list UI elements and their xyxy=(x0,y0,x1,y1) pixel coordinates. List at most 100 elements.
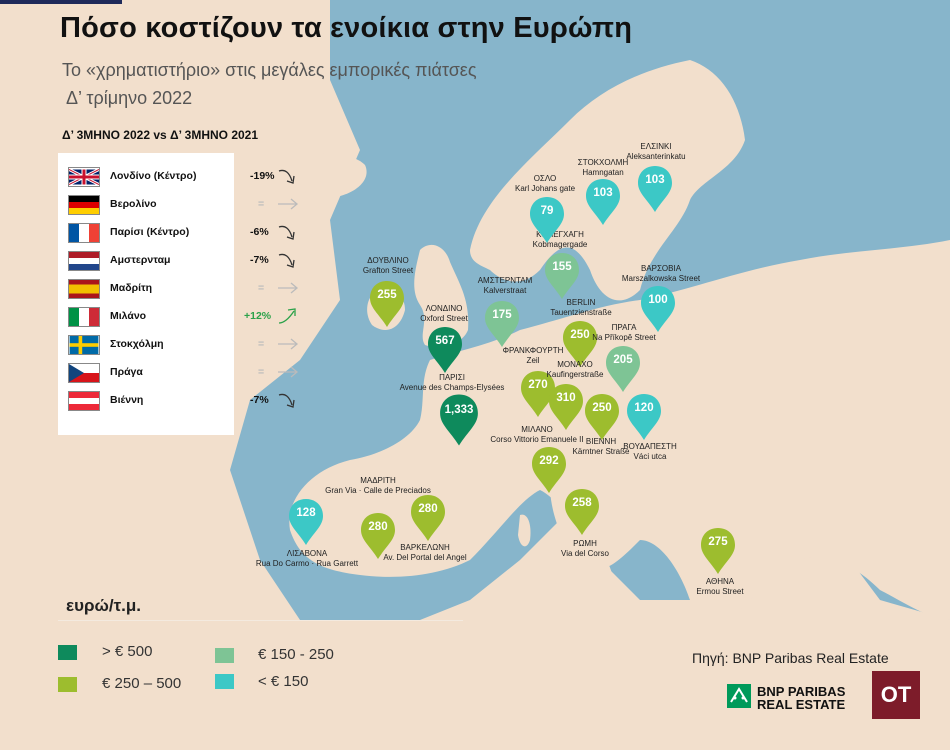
map-marker-dublin[interactable]: 255 xyxy=(369,280,405,328)
marker-city: ΑΜΣΤΕΡΝΤΑΜ xyxy=(477,276,533,285)
map-marker-berlin[interactable]: 250 xyxy=(562,320,598,368)
legend-divider xyxy=(58,620,463,621)
marker-value: 270 xyxy=(528,379,548,391)
map-marker-frankfurt[interactable]: 270 xyxy=(520,370,556,418)
map-marker-paris[interactable]: 1,333 xyxy=(439,393,479,447)
marker-label-oslo: ΟΣΛΟ Karl Johans gate xyxy=(515,174,575,194)
page-title: Πόσο κοστίζουν τα ενοίκια στην Ευρώπη xyxy=(60,12,633,44)
marker-street: Kobmagergade xyxy=(532,240,588,249)
map-marker-prague[interactable]: 205 xyxy=(605,345,641,393)
marker-label-lisbon: ΛΙΣΑΒΟΝΑ Rua Do Carmo · Rua Garrett xyxy=(256,549,358,569)
marker-value: 128 xyxy=(296,507,316,519)
map-marker-rome[interactable]: 258 xyxy=(564,488,600,536)
trend-flat-icon xyxy=(278,282,299,294)
map-marker-madrid[interactable]: 280 xyxy=(360,512,396,560)
trend-flat-icon xyxy=(278,198,299,210)
map-marker-london[interactable]: 567 xyxy=(427,326,463,374)
change-city: Βερολίνο xyxy=(110,198,157,210)
marker-city: ΔΟΥΒΛΙΝΟ xyxy=(367,256,409,265)
marker-street: Corso Vittorio Emanuele II xyxy=(490,435,584,444)
germany-flag-icon xyxy=(68,195,100,215)
bnp-line-1: BNP PARIBAS xyxy=(757,684,846,699)
trend-down-icon xyxy=(278,253,295,268)
change-city: Μαδρίτη xyxy=(110,282,153,294)
map-marker-munich[interactable]: 310 xyxy=(548,383,584,431)
change-row-berlin: Βερολίνο = xyxy=(58,191,318,219)
map-marker-amsterdam[interactable]: 175 xyxy=(484,300,520,348)
marker-label-athens: ΑΘΗΝΑ Ermou Street xyxy=(696,577,743,597)
spain-flag-icon xyxy=(68,279,100,299)
marker-value: 310 xyxy=(556,392,576,404)
marker-street: Zeil xyxy=(526,356,540,365)
marker-street: Karl Johans gate xyxy=(514,184,576,193)
marker-value: 250 xyxy=(592,402,612,414)
marker-label-london: ΛΟΝΔΙΝΟ Oxford Street xyxy=(420,304,468,324)
change-city: Στοκχόλμη xyxy=(110,338,164,350)
change-city: Μιλάνο xyxy=(110,310,147,322)
marker-city: ΚΟΠΕΓΧΑΓΗ xyxy=(536,230,584,239)
trend-flat-icon xyxy=(278,338,299,350)
marker-label-frankfurt: ΦΡΑΝΚΦΟΥΡΤΗ Zeil xyxy=(503,346,564,366)
ot-logo: OT xyxy=(872,671,920,719)
marker-street: Av. Del Portal del Angel xyxy=(383,553,467,562)
marker-street: Ermou Street xyxy=(696,587,744,596)
marker-value: 120 xyxy=(634,402,654,414)
map-marker-warsaw[interactable]: 100 xyxy=(640,285,676,333)
change-row-madrid: Μαδρίτη = xyxy=(58,275,318,303)
trend-down-icon xyxy=(278,169,295,184)
marker-value: 205 xyxy=(613,354,633,366)
marker-city: ΒΟΥΔΑΠΕΣΤΗ xyxy=(623,442,677,451)
map-marker-athens[interactable]: 275 xyxy=(700,527,736,575)
map-marker-oslo[interactable]: 79 xyxy=(529,196,565,244)
marker-value: 255 xyxy=(377,289,397,301)
trend-down-icon xyxy=(278,225,295,240)
marker-city: ΟΣΛΟ xyxy=(533,174,557,183)
map-marker-milan[interactable]: 292 xyxy=(531,446,567,494)
marker-value: 175 xyxy=(492,309,512,321)
map-marker-lisbon[interactable]: 128 xyxy=(288,498,324,546)
change-value: = xyxy=(258,282,265,294)
marker-street: Oxford Street xyxy=(420,314,468,323)
marker-label-dublin: ΔΟΥΒΛΙΝΟ Grafton Street xyxy=(363,256,413,276)
source-note: Πηγή: BNP Paribas Real Estate xyxy=(692,650,889,666)
marker-street: Rua Do Carmo · Rua Garrett xyxy=(255,559,359,568)
trend-down-icon xyxy=(278,393,295,408)
marker-value: 1,333 xyxy=(444,404,474,416)
marker-street: Gran Via · Calle de Preciados xyxy=(325,486,431,495)
change-city: Αμστερνταμ xyxy=(110,254,171,266)
map-marker-stockholm[interactable]: 103 xyxy=(585,178,621,226)
marker-street: Kärntner Straße xyxy=(572,447,630,456)
marker-street: Aleksanterinkatu xyxy=(626,152,686,161)
marker-city: ΒΑΡΚΕΛΩΝΗ xyxy=(400,543,450,552)
map-marker-barcelona[interactable]: 280 xyxy=(410,494,446,542)
change-value: -7% xyxy=(250,394,269,406)
marker-city: ΣΤΟΚΧΟΛΜΗ xyxy=(577,158,629,167)
marker-street: Váci utca xyxy=(633,452,667,461)
marker-value: 250 xyxy=(570,329,590,341)
map-marker-vienna[interactable]: 250 xyxy=(584,393,620,441)
marker-value: 275 xyxy=(708,536,728,548)
france-flag-icon xyxy=(68,223,100,243)
marker-value: 292 xyxy=(539,455,559,467)
marker-value: 280 xyxy=(368,521,388,533)
subtitle-period: Δ’ τρίμηνο 2022 xyxy=(66,88,193,108)
marker-label-vienna: ΒΙΕΝΝΗ Kärntner Straße xyxy=(573,437,630,457)
marker-city: BERLIN xyxy=(566,298,596,307)
marker-city: ΕΛΣΙΝΚΙ xyxy=(640,142,672,151)
map-marker-helsinki[interactable]: 103 xyxy=(637,165,673,213)
change-row-amsterdam: Αμστερνταμ -7% xyxy=(58,247,318,275)
marker-label-amsterdam: ΑΜΣΤΕΡΝΤΑΜ Kalverstraat xyxy=(478,276,533,296)
change-value: -6% xyxy=(250,226,269,238)
marker-street: Avenue des Champs-Elysées xyxy=(399,383,505,392)
change-value: = xyxy=(258,338,265,350)
marker-value: 258 xyxy=(572,497,592,509)
marker-value: 79 xyxy=(540,205,554,217)
map-marker-copenhagen[interactable]: 155 xyxy=(544,252,580,300)
change-row-milan: Μιλάνο +12% xyxy=(58,303,318,331)
marker-label-copenhagen: ΚΟΠΕΓΧΑΓΗ Kobmagergade xyxy=(533,230,588,250)
change-row-stockholm: Στοκχόλμη = xyxy=(58,331,318,359)
top-accent-bar xyxy=(0,0,122,4)
marker-city: ΛΙΣΑΒΟΝΑ xyxy=(286,549,328,558)
map-marker-budapest[interactable]: 120 xyxy=(626,393,662,441)
legend-label-150-250: € 150 - 250 xyxy=(258,646,334,663)
